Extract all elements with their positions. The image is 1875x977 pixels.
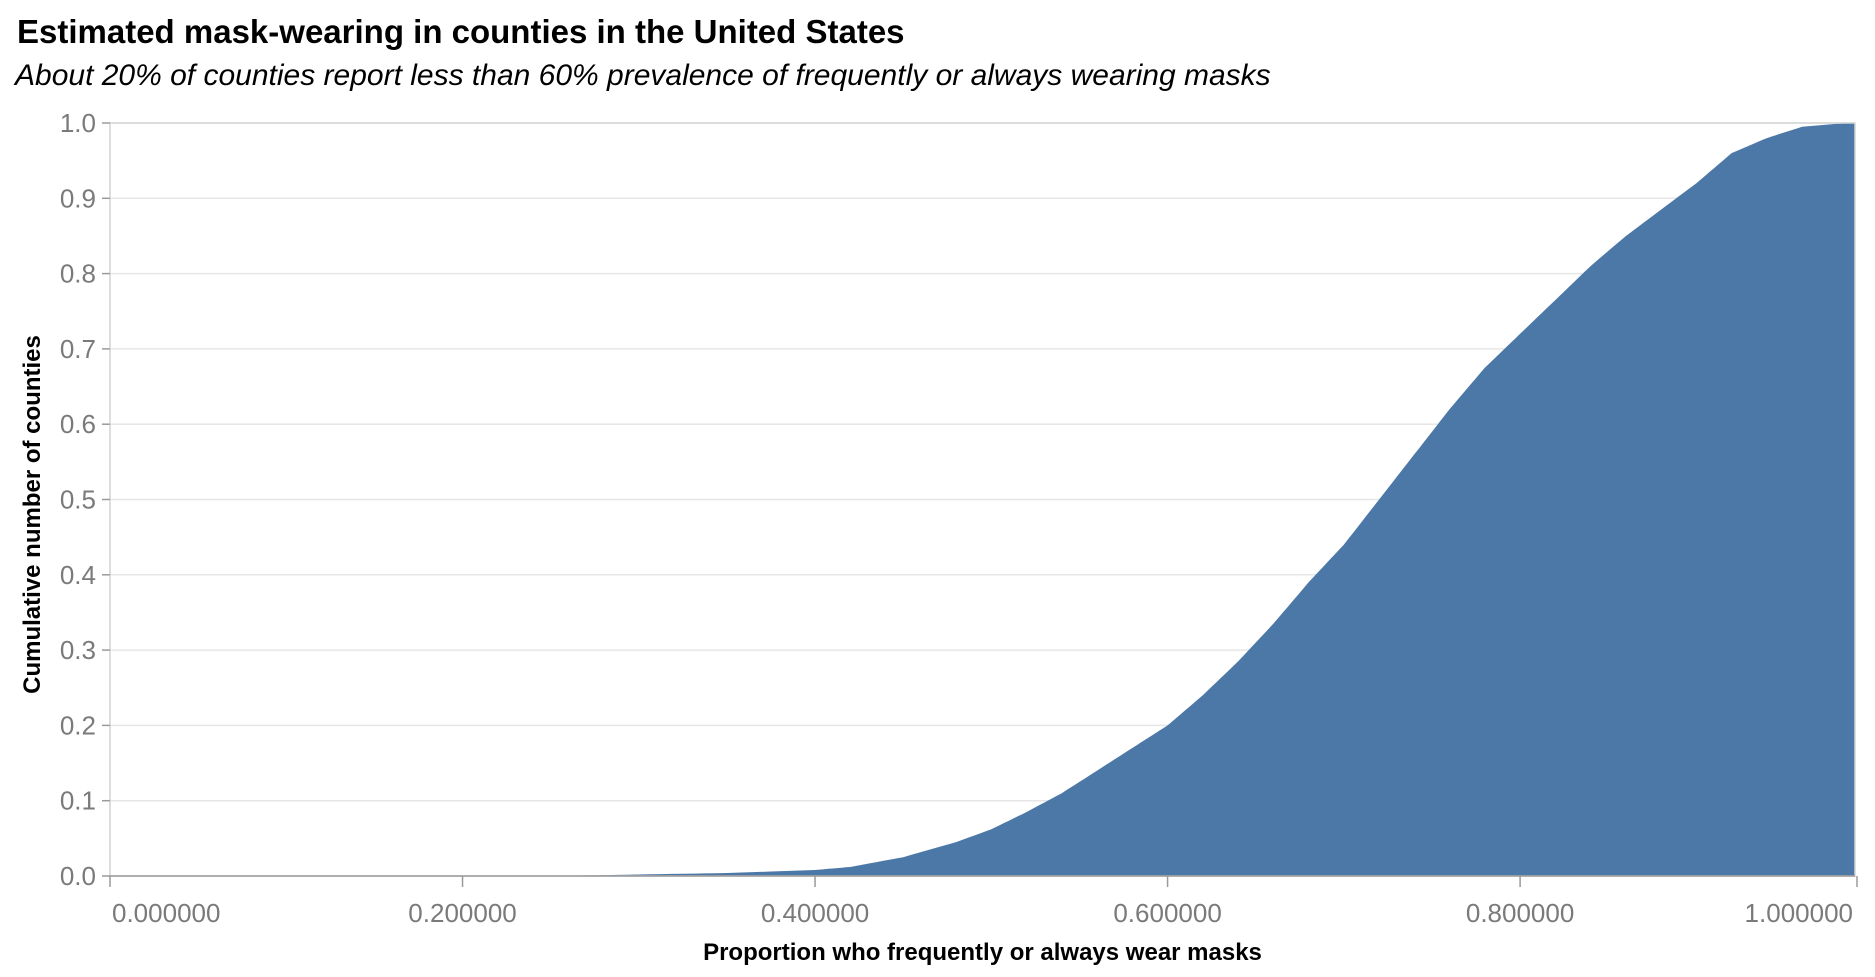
x-tick-label-0: 0.000000 — [112, 898, 220, 928]
x-tick-label-3: 0.600000 — [1113, 898, 1221, 928]
y-tick-label-3: 0.3 — [60, 635, 96, 665]
x-tick-label-2: 0.400000 — [761, 898, 869, 928]
x-tick-label-1: 0.200000 — [408, 898, 516, 928]
y-tick-label-8: 0.8 — [60, 259, 96, 289]
x-tick-label-5: 1.000000 — [1745, 898, 1853, 928]
x-axis: 0.000000 0.200000 0.400000 0.600000 0.800000… — [109, 875, 1858, 928]
x-axis-title: Proportion who frequently or always wear… — [703, 939, 1262, 966]
chart-title: Estimated mask-wearing in counties in th… — [17, 13, 905, 50]
cumulative-area — [110, 123, 1855, 876]
y-tick-label-5: 0.5 — [60, 485, 96, 515]
x-tick-label-4: 0.800000 — [1466, 898, 1574, 928]
y-tick-label-4: 0.4 — [60, 560, 96, 590]
y-axis: 0.0 0.1 0.2 0.3 0.4 0.5 0.6 0.7 0.8 0.9 1.0 — [60, 108, 110, 891]
y-tick-label-9: 0.9 — [60, 183, 96, 213]
chart-subtitle: About 20% of counties report less than 6… — [15, 59, 1271, 92]
y-tick-label-1: 0.1 — [60, 786, 96, 816]
y-tick-label-2: 0.2 — [60, 710, 96, 740]
y-tick-label-6: 0.6 — [60, 409, 96, 439]
y-tick-label-10: 1.0 — [60, 108, 96, 138]
y-axis-title: Cumulative number of counties — [19, 335, 46, 694]
y-tick-label-0: 0.0 — [60, 861, 96, 891]
y-tick-label-7: 0.7 — [60, 334, 96, 364]
